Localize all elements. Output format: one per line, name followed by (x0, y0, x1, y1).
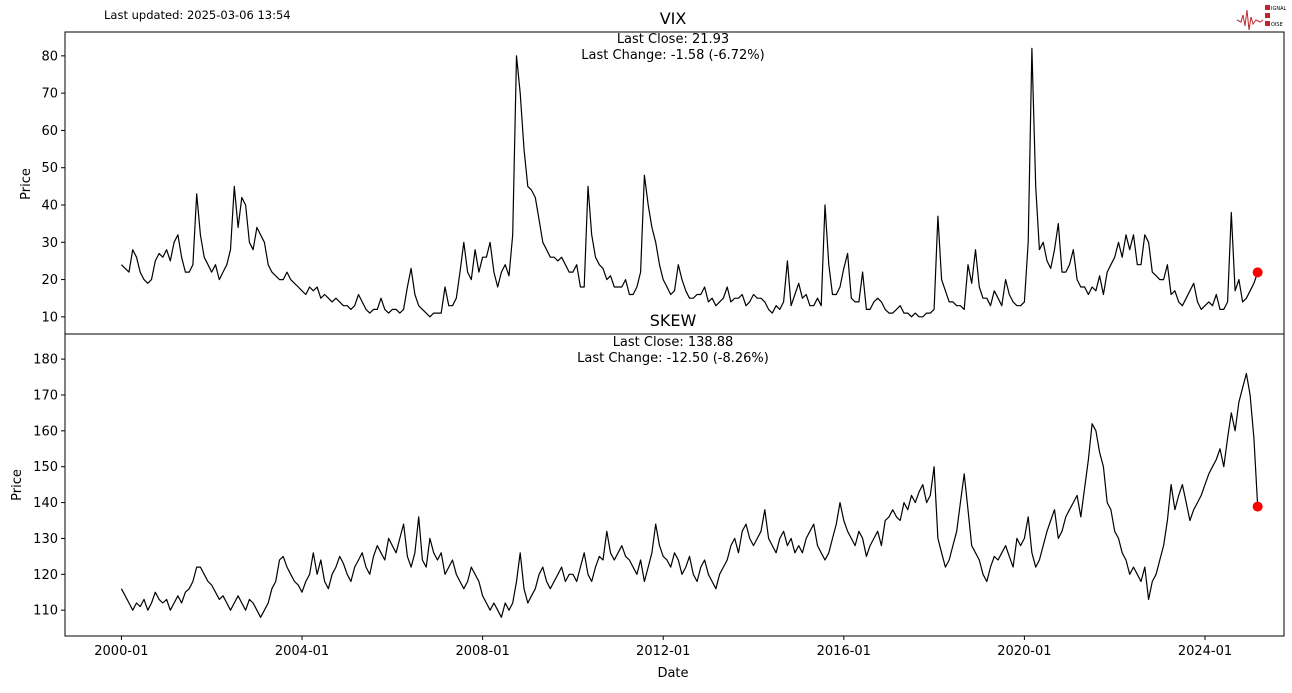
vix-last-close: Last Close: 21.93 (617, 32, 729, 47)
y-tick-label: 20 (41, 273, 58, 288)
y-tick-label: 180 (33, 353, 58, 368)
vix-series-line (120, 47, 1259, 318)
signal-noise-logo: IGNAL OISE (1236, 5, 1287, 31)
y-tick-label: 30 (41, 236, 58, 251)
x-tick-label: 2016-01 (817, 644, 871, 659)
y-tick-label: 40 (41, 198, 58, 213)
y-tick-label: 60 (41, 124, 58, 139)
x-tick-label: 2020-01 (997, 644, 1051, 659)
last-point-marker (1252, 267, 1263, 278)
svg-text:OISE: OISE (1271, 22, 1283, 28)
last-updated-label: Last updated: 2025-03-06 13:54 (104, 8, 291, 22)
vix-title: VIX (660, 9, 687, 28)
skew-title: SKEW (650, 311, 697, 330)
y-tick-label: 110 (33, 604, 58, 619)
x-axis-label: Date (657, 666, 688, 681)
x-tick-label: 2004-01 (275, 644, 329, 659)
plot-frame (64, 333, 1285, 637)
y-tick-label: 50 (41, 161, 58, 176)
x-tick-label: 2008-01 (455, 644, 509, 659)
y-tick-label: 160 (33, 424, 58, 439)
y-tick-label: 120 (33, 568, 58, 583)
x-tick-label: 2024-01 (1178, 644, 1232, 659)
y-tick-label: 80 (41, 49, 58, 64)
x-tick-label: 2000-01 (94, 644, 148, 659)
skew-series-line (120, 372, 1259, 618)
y-tick-label: 170 (33, 388, 58, 403)
skew-last-change: Last Change: -12.50 (-8.26%) (577, 351, 769, 366)
y-tick-label: 140 (33, 496, 58, 511)
y-tick-label: 10 (41, 310, 58, 325)
skew-panel: 110 120 130 140 150 160 170 180 (33, 333, 1285, 637)
vix-panel: 10 20 30 40 50 60 70 80 (41, 31, 1285, 335)
y-tick-label: 150 (33, 460, 58, 475)
vix-last-change: Last Change: -1.58 (-6.72%) (581, 48, 764, 63)
y-tick-label: 130 (33, 532, 58, 547)
last-point-marker (1252, 501, 1263, 512)
x-axis: 2000-01 2004-01 2008-01 2012-01 2016-01 2020-… (94, 636, 1232, 659)
x-tick-label: 2012-01 (636, 644, 690, 659)
skew-last-close: Last Close: 138.88 (613, 335, 734, 350)
y-tick-label: 70 (41, 87, 58, 102)
skew-ylabel: Price (10, 469, 25, 501)
vix-ylabel: Price (19, 168, 34, 200)
svg-text:IGNAL: IGNAL (1271, 6, 1287, 12)
